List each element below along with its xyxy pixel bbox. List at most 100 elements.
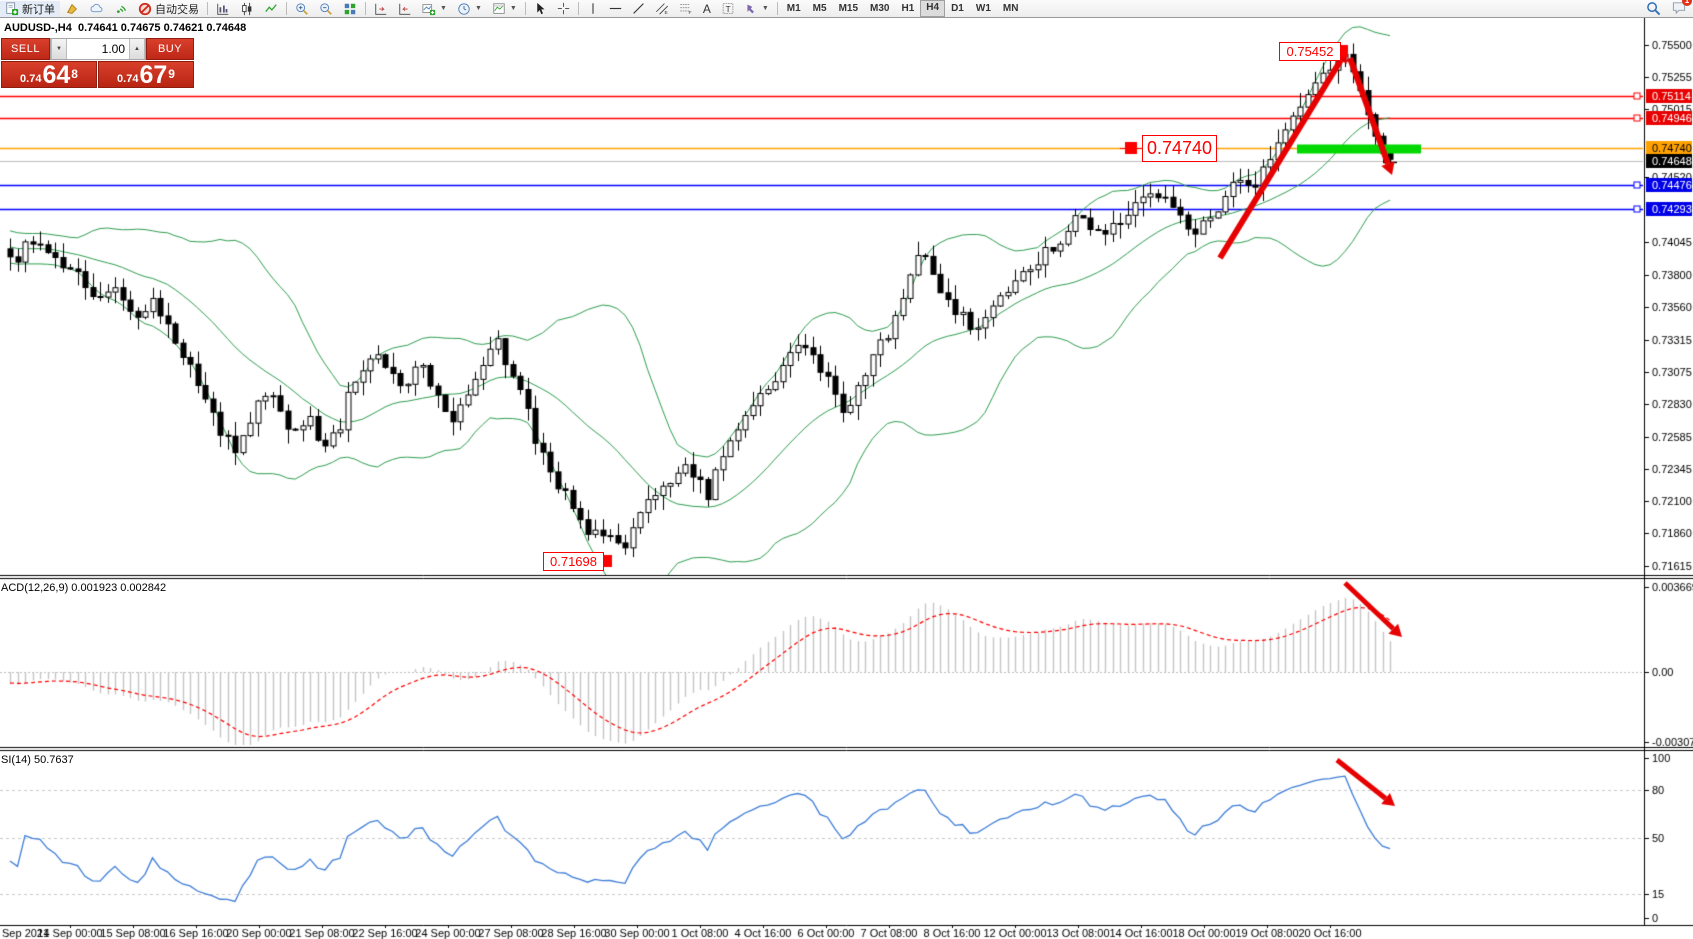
signal-icon xyxy=(116,5,127,13)
chart-ohlc-values: 0.74641 0.74675 0.74621 0.74648 xyxy=(77,22,247,34)
sell-button[interactable]: SELL xyxy=(1,38,50,60)
timeframe-toolbar: M1 M5 M15 M30 H1 H4 D1 W1 MN xyxy=(781,0,1025,17)
svg-text:F: F xyxy=(688,10,691,15)
timeframe-h1[interactable]: H1 xyxy=(901,3,915,14)
signal-button[interactable] xyxy=(109,1,133,17)
buy-button[interactable]: BUY xyxy=(146,38,194,60)
zoom-in-button[interactable] xyxy=(290,1,314,17)
sell-price-prefix: 0.74 xyxy=(20,73,42,85)
sell-price-big: 64 xyxy=(42,61,71,89)
buy-price-prefix: 0.74 xyxy=(117,73,139,85)
vertical-line-icon xyxy=(592,3,594,14)
new-order-button[interactable]: 新订单 xyxy=(0,0,60,17)
volume-input[interactable]: 1.00 xyxy=(67,39,129,59)
autotrading-label: 自动交易 xyxy=(155,3,199,16)
arrows-tool-button[interactable]: ▼ xyxy=(740,1,774,17)
dropdown-caret-icon: ▼ xyxy=(440,5,447,12)
horizontal-line-icon xyxy=(609,7,621,10)
clock-icon xyxy=(458,2,470,15)
annotation-swing-high[interactable]: 0.75452 xyxy=(1279,42,1341,61)
new-order-icon xyxy=(6,1,19,15)
volume-down-button[interactable]: ▼ xyxy=(51,39,67,59)
channel-tool-button[interactable]: E xyxy=(650,1,674,17)
timeframe-d1[interactable]: D1 xyxy=(951,3,964,14)
timeframe-h4[interactable]: H4 xyxy=(920,0,946,17)
autotrading-icon xyxy=(138,2,152,15)
cursor-tool-button[interactable] xyxy=(529,1,552,17)
new-order-label: 新订单 xyxy=(22,3,55,16)
chart-shift-icon xyxy=(375,3,387,15)
chart-title: AUDUSD-,H4 0.74641 0.74675 0.74621 0.746… xyxy=(4,22,246,34)
zoom-in-icon xyxy=(296,2,308,15)
dropdown-caret-icon: ▼ xyxy=(761,5,769,12)
bar-chart-icon xyxy=(217,3,229,15)
toolbar-separator xyxy=(524,2,526,15)
cloud-button[interactable] xyxy=(84,1,109,17)
timeframe-m5[interactable]: M5 xyxy=(812,3,827,14)
vertical-line-tool-button[interactable] xyxy=(582,1,604,17)
buy-price-box[interactable]: 0.74 67 9 xyxy=(98,61,194,88)
auto-scroll-button[interactable] xyxy=(393,1,417,17)
candlestick-chart-icon xyxy=(242,2,252,15)
main-toolbar: 新订单 自动交易 ▼ ▼ xyxy=(0,0,1693,18)
toolbar-separator xyxy=(776,2,778,15)
zoom-out-button[interactable] xyxy=(314,1,338,17)
toolbar-separator xyxy=(207,2,208,15)
line-chart-icon xyxy=(265,3,277,12)
equidistant-channel-icon: E xyxy=(655,3,668,15)
gold-tool-button[interactable] xyxy=(60,1,84,17)
candlestick-chart-button[interactable] xyxy=(235,1,259,17)
text-label-tool-button[interactable]: T xyxy=(716,1,740,17)
zoom-out-icon xyxy=(320,2,332,15)
fibonacci-icon: F xyxy=(680,4,691,15)
line-chart-button[interactable] xyxy=(259,1,283,17)
sell-price-pip: 8 xyxy=(71,67,78,81)
cloud-icon xyxy=(90,3,103,12)
volume-stepper: ▼ 1.00 ▲ xyxy=(50,38,146,60)
arrows-shapes-icon xyxy=(747,4,754,14)
template-button[interactable]: ▼ xyxy=(487,1,522,17)
bar-chart-button[interactable] xyxy=(211,1,235,17)
timeframe-mn[interactable]: MN xyxy=(1002,3,1019,14)
sell-price-box[interactable]: 0.74 64 8 xyxy=(1,61,97,88)
timeframe-m1[interactable]: M1 xyxy=(786,3,801,14)
text-label-icon: T xyxy=(722,3,734,14)
buy-price-big: 67 xyxy=(139,61,168,89)
add-indicator-icon xyxy=(422,3,436,15)
crosshair-icon xyxy=(557,2,569,15)
text-tool-button[interactable]: A xyxy=(698,1,716,17)
period-button[interactable]: ▼ xyxy=(452,1,487,17)
buy-price-pip: 9 xyxy=(168,67,175,81)
chart-symbol-period: AUDUSD-,H4 xyxy=(4,22,72,34)
chart-shift-button[interactable] xyxy=(369,1,393,17)
toolbar-separator xyxy=(365,2,366,15)
annotation-key-level[interactable]: 0.74740 xyxy=(1142,135,1217,162)
toolbar-separator xyxy=(286,2,287,15)
template-icon xyxy=(493,2,505,14)
cursor-icon xyxy=(537,2,545,15)
one-click-trading-panel: SELL ▼ 1.00 ▲ BUY 0.74 64 8 0.74 67 9 xyxy=(1,38,194,88)
fibonacci-tool-button[interactable]: F xyxy=(674,1,698,17)
autotrading-button[interactable]: 自动交易 xyxy=(133,1,204,17)
add-indicator-button[interactable]: ▼ xyxy=(417,1,452,17)
toolbar-separator xyxy=(577,2,579,15)
chat-button[interactable]: 1 xyxy=(1671,0,1692,18)
chat-badge: 1 xyxy=(1682,0,1692,6)
horizontal-line-tool-button[interactable] xyxy=(604,1,627,17)
volume-up-button[interactable]: ▲ xyxy=(129,39,145,59)
crosshair-tool-button[interactable] xyxy=(552,1,575,17)
search-icon[interactable] xyxy=(1646,1,1661,16)
timeframe-m15[interactable]: M15 xyxy=(838,3,859,14)
trendline-tool-button[interactable] xyxy=(627,1,650,17)
tile-windows-button[interactable] xyxy=(338,1,362,17)
text-tool-icon: A xyxy=(702,1,711,16)
dropdown-caret-icon: ▼ xyxy=(509,5,517,12)
timeframe-m30[interactable]: M30 xyxy=(870,3,890,14)
gold-bar-icon xyxy=(66,3,77,14)
timeframe-w1[interactable]: W1 xyxy=(975,3,991,14)
annotation-swing-low[interactable]: 0.71698 xyxy=(543,552,604,571)
svg-text:E: E xyxy=(664,10,668,15)
trendline-icon xyxy=(633,3,644,14)
